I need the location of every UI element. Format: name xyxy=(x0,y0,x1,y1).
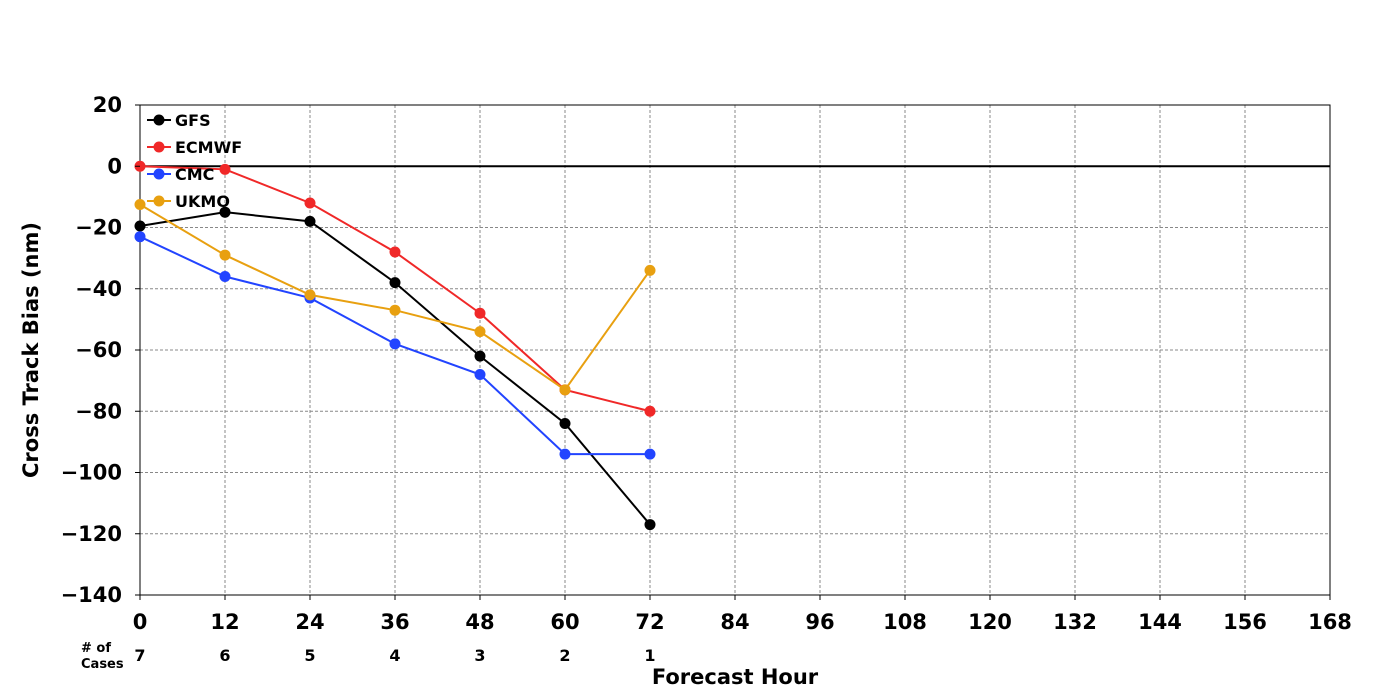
data-point-cmc xyxy=(644,448,656,460)
y-tick-label: −100 xyxy=(61,461,122,485)
x-tick-label: 0 xyxy=(133,610,148,634)
legend-label-gfs: GFS xyxy=(175,111,211,130)
legend: GFS ECMWF CMC UKMO xyxy=(147,111,242,211)
y-tick-label: 0 xyxy=(107,154,122,178)
legend-label-cmc: CMC xyxy=(175,165,214,184)
y-tick-label: −120 xyxy=(61,522,122,546)
case-count: 6 xyxy=(219,646,230,665)
legend-label-ecmwf: ECMWF xyxy=(175,138,242,157)
data-point-cmc xyxy=(219,271,231,282)
data-point-cmc xyxy=(474,369,486,380)
x-axis-title: Forecast Hour xyxy=(652,665,819,689)
data-point-ecmwf xyxy=(474,307,486,319)
data-point-cmc xyxy=(389,338,401,350)
data-point-ecmwf xyxy=(219,163,231,175)
y-tick-label: −140 xyxy=(61,583,122,607)
x-tick-label: 24 xyxy=(295,610,324,634)
x-tick-label: 96 xyxy=(805,610,834,634)
data-point-ecmwf xyxy=(389,246,401,258)
y-axis-ticks: 20 0 −20 −40 −60 −80 −100 −120 −140 xyxy=(61,93,140,607)
data-point-cmc xyxy=(559,448,571,460)
y-tick-label: −20 xyxy=(75,216,122,240)
x-tick-label: 60 xyxy=(550,610,579,634)
x-tick-label: 156 xyxy=(1223,610,1267,634)
data-point-gfs xyxy=(474,350,486,362)
data-point-gfs xyxy=(389,277,401,289)
case-count: 1 xyxy=(644,646,655,665)
data-point-ukmo xyxy=(134,199,146,211)
data-point-ukmo xyxy=(644,264,656,276)
x-tick-label: 36 xyxy=(380,610,409,634)
case-count: 2 xyxy=(559,646,570,665)
data-point-ukmo xyxy=(559,384,571,396)
data-point-ecmwf xyxy=(304,197,316,209)
data-point-cmc xyxy=(134,231,146,243)
x-tick-label: 168 xyxy=(1308,610,1352,634)
legend-swatch-marker-cmc xyxy=(153,168,165,180)
x-tick-label: 84 xyxy=(720,610,749,634)
y-tick-label: −40 xyxy=(75,277,122,301)
legend-swatch-marker-ukmo xyxy=(153,195,165,207)
y-axis-title: Cross Track Bias (nm) xyxy=(19,222,43,478)
y-tick-label: 20 xyxy=(93,93,122,117)
data-point-gfs xyxy=(559,418,571,429)
x-tick-label: 144 xyxy=(1138,610,1182,634)
data-point-ukmo xyxy=(219,249,231,261)
x-tick-label: 108 xyxy=(883,610,927,634)
data-point-ecmwf xyxy=(644,405,656,417)
legend-label-ukmo: UKMO xyxy=(175,192,230,211)
x-tick-label: 12 xyxy=(210,610,239,634)
case-count: 4 xyxy=(389,646,400,665)
legend-swatch-marker-ecmwf xyxy=(153,141,165,153)
y-tick-label: −80 xyxy=(75,399,122,423)
x-axis-ticks: 0 12 24 36 48 60 72 84 96 108 120 132 144 156 168 xyxy=(133,595,1352,634)
legend-swatch-marker-gfs xyxy=(153,114,165,126)
data-point-gfs xyxy=(644,519,656,531)
y-tick-label: −60 xyxy=(75,338,122,362)
grid-lines xyxy=(140,105,1330,595)
data-point-ukmo xyxy=(474,326,486,338)
case-count: 7 xyxy=(134,646,145,665)
cases-row-label: Cases xyxy=(81,657,124,672)
data-point-ukmo xyxy=(389,304,401,316)
x-tick-label: 132 xyxy=(1053,610,1097,634)
data-point-ukmo xyxy=(304,289,316,301)
x-tick-label: 48 xyxy=(465,610,494,634)
data-point-gfs xyxy=(134,220,146,232)
x-tick-label: 72 xyxy=(635,610,664,634)
case-count: 3 xyxy=(474,646,485,665)
data-point-gfs xyxy=(219,206,231,218)
series-layer xyxy=(134,160,656,531)
cases-row-label: # of xyxy=(81,641,111,656)
data-point-gfs xyxy=(304,215,316,227)
x-tick-label: 120 xyxy=(968,610,1012,634)
case-count: 5 xyxy=(304,646,315,665)
